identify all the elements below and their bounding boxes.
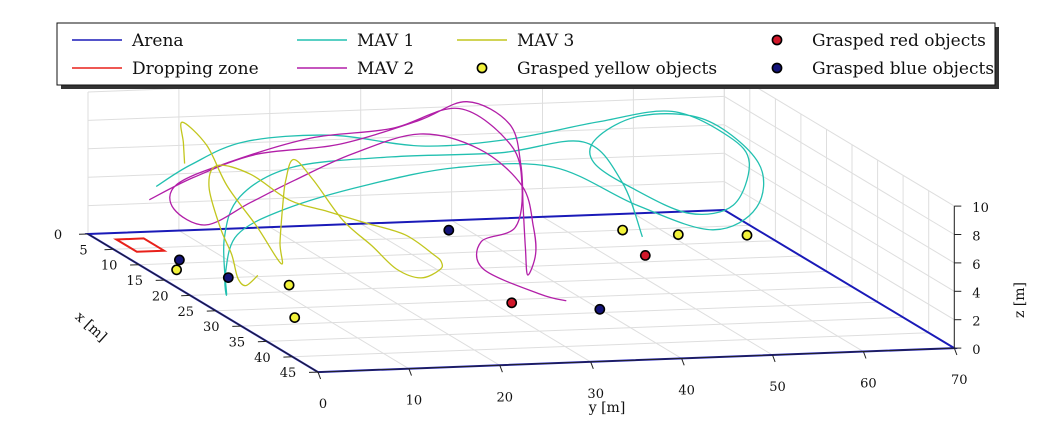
x-tick-label: 10 (101, 259, 118, 274)
y-tick-label: 50 (769, 380, 786, 395)
blue-object-marker (443, 224, 455, 236)
y-axis-label: y [m] (588, 400, 626, 416)
grid-line (542, 216, 773, 356)
blue-object-marker (173, 254, 185, 266)
x-tick-label: 30 (203, 320, 220, 335)
grasped-objects (171, 224, 753, 323)
grid-line (139, 240, 776, 266)
blue-object-marker (594, 303, 606, 315)
legend-entries: Arena Dropping zone MAV 1 MAV 2 MAV 3 Grasped… (72, 31, 994, 79)
legend-label-mav-3: MAV 3 (517, 31, 574, 51)
yellow-object-marker (289, 312, 301, 323)
x-tick-label: 45 (280, 366, 297, 381)
legend-marker-grasped-blue-objects (771, 62, 783, 74)
grid-line (360, 223, 591, 363)
y-tick-mark (953, 347, 958, 356)
y-tick-label: 10 (406, 394, 423, 409)
grid-line (724, 124, 955, 264)
grid-line (292, 332, 929, 358)
grid-line (87, 95, 725, 121)
dropping-zone-polygon (113, 237, 168, 253)
y-tick-label: 20 (497, 390, 514, 405)
trajectories (149, 101, 765, 302)
trajectory-mav-3 (180, 121, 444, 287)
x-tick-label: 35 (229, 335, 246, 350)
yellow-object-marker (171, 264, 182, 276)
axes: 0 5 10 15 20 25 30 35 40 45 0 10 20 30 40 50 60 70 0 2 4 6 8 10 (54, 201, 989, 412)
y-tick-label: 70 (951, 373, 968, 388)
y-tick-mark (862, 351, 867, 359)
grid-line (724, 95, 955, 235)
grid-line (87, 124, 725, 150)
yellow-object-marker (617, 224, 628, 236)
grid-line (87, 181, 725, 207)
legend-label-mav-2: MAV 2 (357, 59, 414, 79)
grid-line (178, 230, 410, 370)
y-tick-label: 60 (860, 377, 877, 392)
x-tick-label: 25 (178, 305, 195, 320)
legend: Arena Dropping zone MAV 1 MAV 2 MAV 3 Grasped… (56, 22, 999, 89)
grid-line (87, 152, 725, 178)
legend-label-grasped-blue-objects: Grasped blue objects (812, 59, 994, 79)
yellow-object-marker (741, 229, 753, 241)
red-object-marker (506, 297, 518, 309)
y-tick-mark (317, 371, 322, 380)
grid-line (269, 226, 501, 366)
z-tick-label: 2 (972, 315, 980, 330)
x-tick-label: 5 (79, 243, 87, 258)
x-tick-label: 15 (126, 274, 143, 289)
grid-line (266, 316, 904, 342)
y-tick-mark (681, 358, 685, 366)
y-tick-label: 40 (678, 383, 695, 398)
legend-label-dropping-zone: Dropping zone (132, 59, 259, 79)
legend-marker-grasped-red-objects (771, 34, 783, 46)
z-tick-label: 4 (972, 286, 980, 301)
y-tick-label: 0 (319, 397, 327, 412)
grid-line (724, 67, 955, 207)
y-axis-line (317, 347, 955, 373)
z-tick-label: 10 (972, 201, 989, 216)
grid-line (724, 181, 955, 321)
legend-box (56, 22, 996, 86)
legend-label-grasped-red-objects: Grasped red objects (812, 31, 986, 51)
trajectory-mav-2 (149, 101, 567, 302)
x-tick-label: 40 (254, 351, 271, 366)
x-tick-label: 20 (152, 289, 169, 304)
y-tick-mark (590, 361, 594, 369)
grid-line (451, 219, 682, 359)
grid-line (215, 286, 853, 312)
grid-line (190, 270, 827, 296)
grid-line (241, 301, 878, 327)
trajectory-mav-1 (155, 110, 765, 296)
z-tick-label: 0 (972, 343, 980, 358)
z-axis-label: z [m] (1012, 282, 1028, 318)
y-tick-mark (408, 368, 412, 376)
legend-label-arena: Arena (131, 31, 184, 51)
grid-line (724, 152, 955, 292)
red-object-marker (639, 249, 651, 261)
y-tick-label: 30 (587, 387, 604, 402)
x-axis-line (87, 233, 319, 373)
grid-line (633, 212, 864, 353)
legend-marker-grasped-yellow-objects (476, 62, 488, 74)
grid-line (113, 224, 750, 250)
blue-object-marker (222, 272, 234, 283)
z-tick-label: 8 (972, 230, 980, 245)
legend-label-mav-1: MAV 1 (357, 31, 414, 51)
yellow-object-marker (283, 279, 295, 291)
z-tick-label: 6 (972, 258, 980, 273)
y-tick-mark (499, 365, 503, 373)
x-axis-label: x [m] (72, 309, 110, 345)
yellow-object-marker (672, 229, 684, 240)
x-tick-label: 0 (54, 228, 62, 243)
y-tick-mark (772, 354, 776, 363)
legend-label-grasped-yellow-objects: Grasped yellow objects (517, 59, 717, 79)
